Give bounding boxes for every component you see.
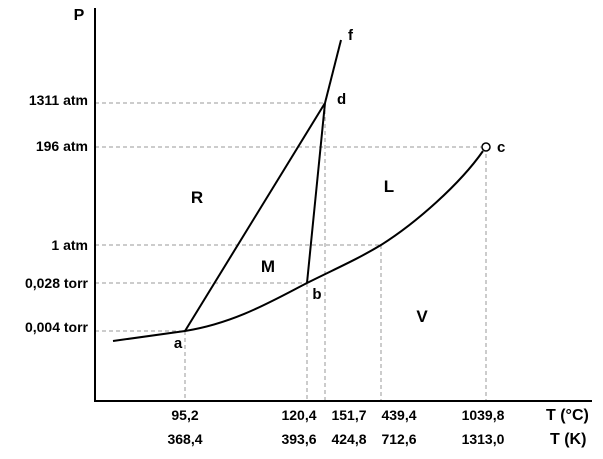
t-tick-k-3936: 393,6 — [281, 431, 316, 447]
x-axis-label-celsius: T (°C) — [546, 407, 589, 424]
t-tick-c-952: 95,2 — [171, 407, 198, 423]
t-tick-k-4248: 424,8 — [331, 431, 366, 447]
d-f-boundary-line — [324, 39, 342, 104]
point-label-b: b — [312, 286, 321, 303]
p-tick-0028torr: 0,028 torr — [25, 275, 89, 291]
p-tick-1311atm: 1311 atm — [29, 92, 88, 108]
region-label-R: R — [191, 188, 203, 207]
x-axis-label-kelvin: T (K) — [550, 431, 586, 448]
pressure-tick-labels: 1311 atm 196 atm 1 atm 0,028 torr 0,004 … — [25, 92, 89, 335]
p-tick-196atm: 196 atm — [36, 138, 88, 154]
temp-tick-labels-celsius: 95,2 120,4 151,7 439,4 1039,8 — [171, 407, 504, 423]
t-tick-c-10398: 1039,8 — [462, 407, 505, 423]
region-label-L: L — [384, 177, 394, 196]
y-axis-label: P — [74, 7, 85, 24]
point-label-f: f — [348, 27, 354, 44]
point-label-a: a — [174, 335, 183, 352]
temp-tick-labels-kelvin: 368,4 393,6 424,8 712,6 1313,0 — [167, 431, 504, 447]
t-tick-c-1204: 120,4 — [281, 407, 316, 423]
p-tick-0004torr: 0,004 torr — [25, 319, 89, 335]
t-tick-c-4394: 439,4 — [381, 407, 416, 423]
point-label-c: c — [497, 139, 505, 156]
point-labels: a b d f c — [174, 27, 506, 352]
region-label-M: M — [261, 257, 275, 276]
a-d-boundary-line — [184, 102, 326, 332]
critical-point-marker — [481, 142, 491, 152]
t-tick-k-7126: 712,6 — [381, 431, 416, 447]
t-tick-k-13130: 1313,0 — [462, 431, 505, 447]
p-tick-1atm: 1 atm — [51, 237, 88, 253]
region-labels: R M L V — [191, 177, 428, 326]
t-tick-c-1517: 151,7 — [331, 407, 366, 423]
point-label-d: d — [337, 91, 346, 108]
t-tick-k-3684: 368,4 — [167, 431, 202, 447]
b-d-boundary-line — [306, 102, 326, 284]
guide-lines — [95, 102, 487, 401]
region-label-V: V — [416, 307, 428, 326]
